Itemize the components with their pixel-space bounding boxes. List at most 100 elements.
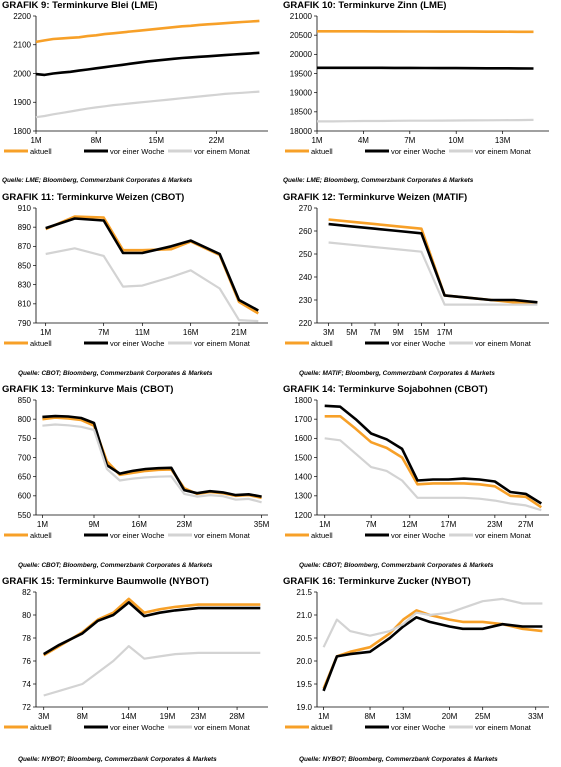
chart-panel-weizen-cbot: GRAFIK 11: Terminkurve Weizen (CBOT) 790… <box>0 192 280 383</box>
chart-source: Quelle: MATIF; Bloomberg, Commerzbank Co… <box>299 370 495 377</box>
legend-label: vor einer Woche <box>391 147 445 156</box>
x-tick-label: 7M <box>404 136 415 145</box>
y-tick-label: 220 <box>299 319 313 328</box>
legend-label: vor einer Woche <box>110 531 164 540</box>
x-tick-label: 21M <box>231 328 247 337</box>
legend-label: vor einer Woche <box>391 531 445 540</box>
y-tick-label: 870 <box>18 242 32 251</box>
y-tick-label: 830 <box>18 280 32 289</box>
x-tick-label: 22M <box>209 136 225 145</box>
x-tick-label: 1M <box>40 328 51 337</box>
x-tick-label: 7M <box>98 328 109 337</box>
y-tick-label: 1900 <box>13 98 31 107</box>
legend-label: vor einem Monat <box>194 147 251 156</box>
x-tick-label: 8M <box>364 712 375 721</box>
x-tick-label: 20M <box>442 712 458 721</box>
x-tick-label: 1M <box>318 712 329 721</box>
y-tick-label: 910 <box>18 204 32 213</box>
legend-label: aktuell <box>311 339 333 348</box>
chart-panel-weizen-matif: GRAFIK 12: Terminkurve Weizen (MATIF) 22… <box>281 192 561 383</box>
series-line-vor-einem-monat <box>45 247 259 323</box>
x-tick-label: 5M <box>346 328 357 337</box>
y-tick-label: 550 <box>18 511 32 520</box>
y-tick-label: 270 <box>299 204 313 213</box>
series-line-vor-einer-woche <box>45 217 259 312</box>
x-tick-label: 15M <box>414 328 430 337</box>
y-tick-label: 21.0 <box>296 611 312 620</box>
y-tick-label: 1800 <box>13 127 31 136</box>
y-tick-label: 19500 <box>290 69 313 78</box>
x-tick-label: 13M <box>495 136 511 145</box>
chart-source: Quelle: NYBOT; Bloomberg, Commerzbank Co… <box>299 756 498 763</box>
chart-title: GRAFIK 14: Terminkurve Sojabohnen (CBOT) <box>283 384 488 395</box>
y-tick-label: 76 <box>22 657 31 666</box>
legend-label: aktuell <box>311 723 333 732</box>
x-tick-label: 17M <box>441 520 457 529</box>
legend-label: vor einem Monat <box>475 723 532 732</box>
series-line-vor-einer-woche <box>43 601 261 656</box>
chart-title: GRAFIK 9: Terminkurve Blei (LME) <box>2 0 158 11</box>
y-tick-label: 1200 <box>294 511 312 520</box>
x-tick-label: 1M <box>319 520 330 529</box>
y-tick-label: 18500 <box>290 108 313 117</box>
y-tick-label: 19000 <box>290 88 313 97</box>
y-tick-label: 250 <box>299 250 313 259</box>
x-tick-label: 15M <box>149 136 165 145</box>
x-tick-label: 23M <box>176 520 192 529</box>
chart-title: GRAFIK 16: Terminkurve Zucker (NYBOT) <box>283 576 471 587</box>
y-tick-label: 20500 <box>290 31 313 40</box>
x-tick-label: 3M <box>323 328 334 337</box>
y-tick-label: 20000 <box>290 50 313 59</box>
legend-label: aktuell <box>30 339 52 348</box>
y-tick-label: 260 <box>299 227 313 236</box>
chart-title: GRAFIK 10: Terminkurve Zinn (LME) <box>283 0 447 11</box>
chart-svg: 19.0 19.5 20.0 20.5 21.0 21.5 1M 8M 13M 20M 25M 33M… <box>285 588 549 732</box>
legend-label: vor einer Woche <box>110 147 164 156</box>
series-line-aktuell <box>317 29 534 34</box>
y-tick-label: 1800 <box>294 396 312 405</box>
series-line-aktuell <box>324 414 543 509</box>
chart-title: GRAFIK 15: Terminkurve Baumwolle (NYBOT) <box>2 576 209 587</box>
series-line-aktuell <box>35 19 260 44</box>
y-tick-label: 20.5 <box>296 634 312 643</box>
y-tick-label: 750 <box>18 434 32 443</box>
y-tick-label: 20.0 <box>296 657 312 666</box>
x-tick-label: 27M <box>518 520 534 529</box>
legend-label: vor einem Monat <box>194 723 251 732</box>
chart-panel-mais: GRAFIK 13: Terminkurve Mais (CBOT) 550 60… <box>0 384 280 575</box>
x-tick-label: 4M <box>358 136 369 145</box>
x-tick-label: 28M <box>229 712 245 721</box>
x-tick-label: 3M <box>38 712 49 721</box>
chart-panel-baumwolle: GRAFIK 15: Terminkurve Baumwolle (NYBOT)… <box>0 576 280 767</box>
y-tick-label: 600 <box>18 492 32 501</box>
y-tick-label: 18000 <box>290 127 313 136</box>
x-tick-label: 10M <box>448 136 464 145</box>
legend-label: vor einer Woche <box>110 339 164 348</box>
chart-source: Quelle: LME; Bloomberg, Commerzbank Corp… <box>283 177 474 184</box>
chart-svg: 220 230 240 250 260 270 3M 5M 7M 9M 15M 17M aktuell v… <box>285 204 549 348</box>
chart-source: Quelle: CBOT; Bloomberg, Commerzbank Cor… <box>18 370 213 377</box>
legend-label: vor einer Woche <box>391 339 445 348</box>
series-line-vor-einer-woche <box>35 51 260 77</box>
chart-title: GRAFIK 11: Terminkurve Weizen (CBOT) <box>2 192 185 203</box>
y-tick-label: 82 <box>22 588 31 597</box>
x-tick-label: 16M <box>131 520 147 529</box>
series-line-vor-einem-monat <box>42 423 262 504</box>
legend-label: aktuell <box>311 147 333 156</box>
y-tick-label: 2100 <box>13 41 31 50</box>
x-tick-label: 23M <box>191 712 207 721</box>
series-line-vor-einem-monat <box>35 90 260 119</box>
y-tick-label: 2200 <box>13 12 31 21</box>
series-line-vor-einem-monat <box>322 597 543 648</box>
chart-source: Quelle: NYBOT; Bloomberg, Commerzbank Co… <box>18 756 217 763</box>
x-tick-label: 1M <box>37 520 48 529</box>
series-line-vor-einer-woche <box>322 615 543 692</box>
y-tick-label: 850 <box>18 396 32 405</box>
legend-label: vor einem Monat <box>475 147 532 156</box>
legend-label: vor einem Monat <box>475 339 532 348</box>
x-tick-label: 1M <box>311 136 322 145</box>
x-tick-label: 12M <box>402 520 418 529</box>
x-tick-label: 14M <box>121 712 137 721</box>
y-tick-label: 21000 <box>290 12 313 21</box>
y-tick-label: 1500 <box>294 453 312 462</box>
